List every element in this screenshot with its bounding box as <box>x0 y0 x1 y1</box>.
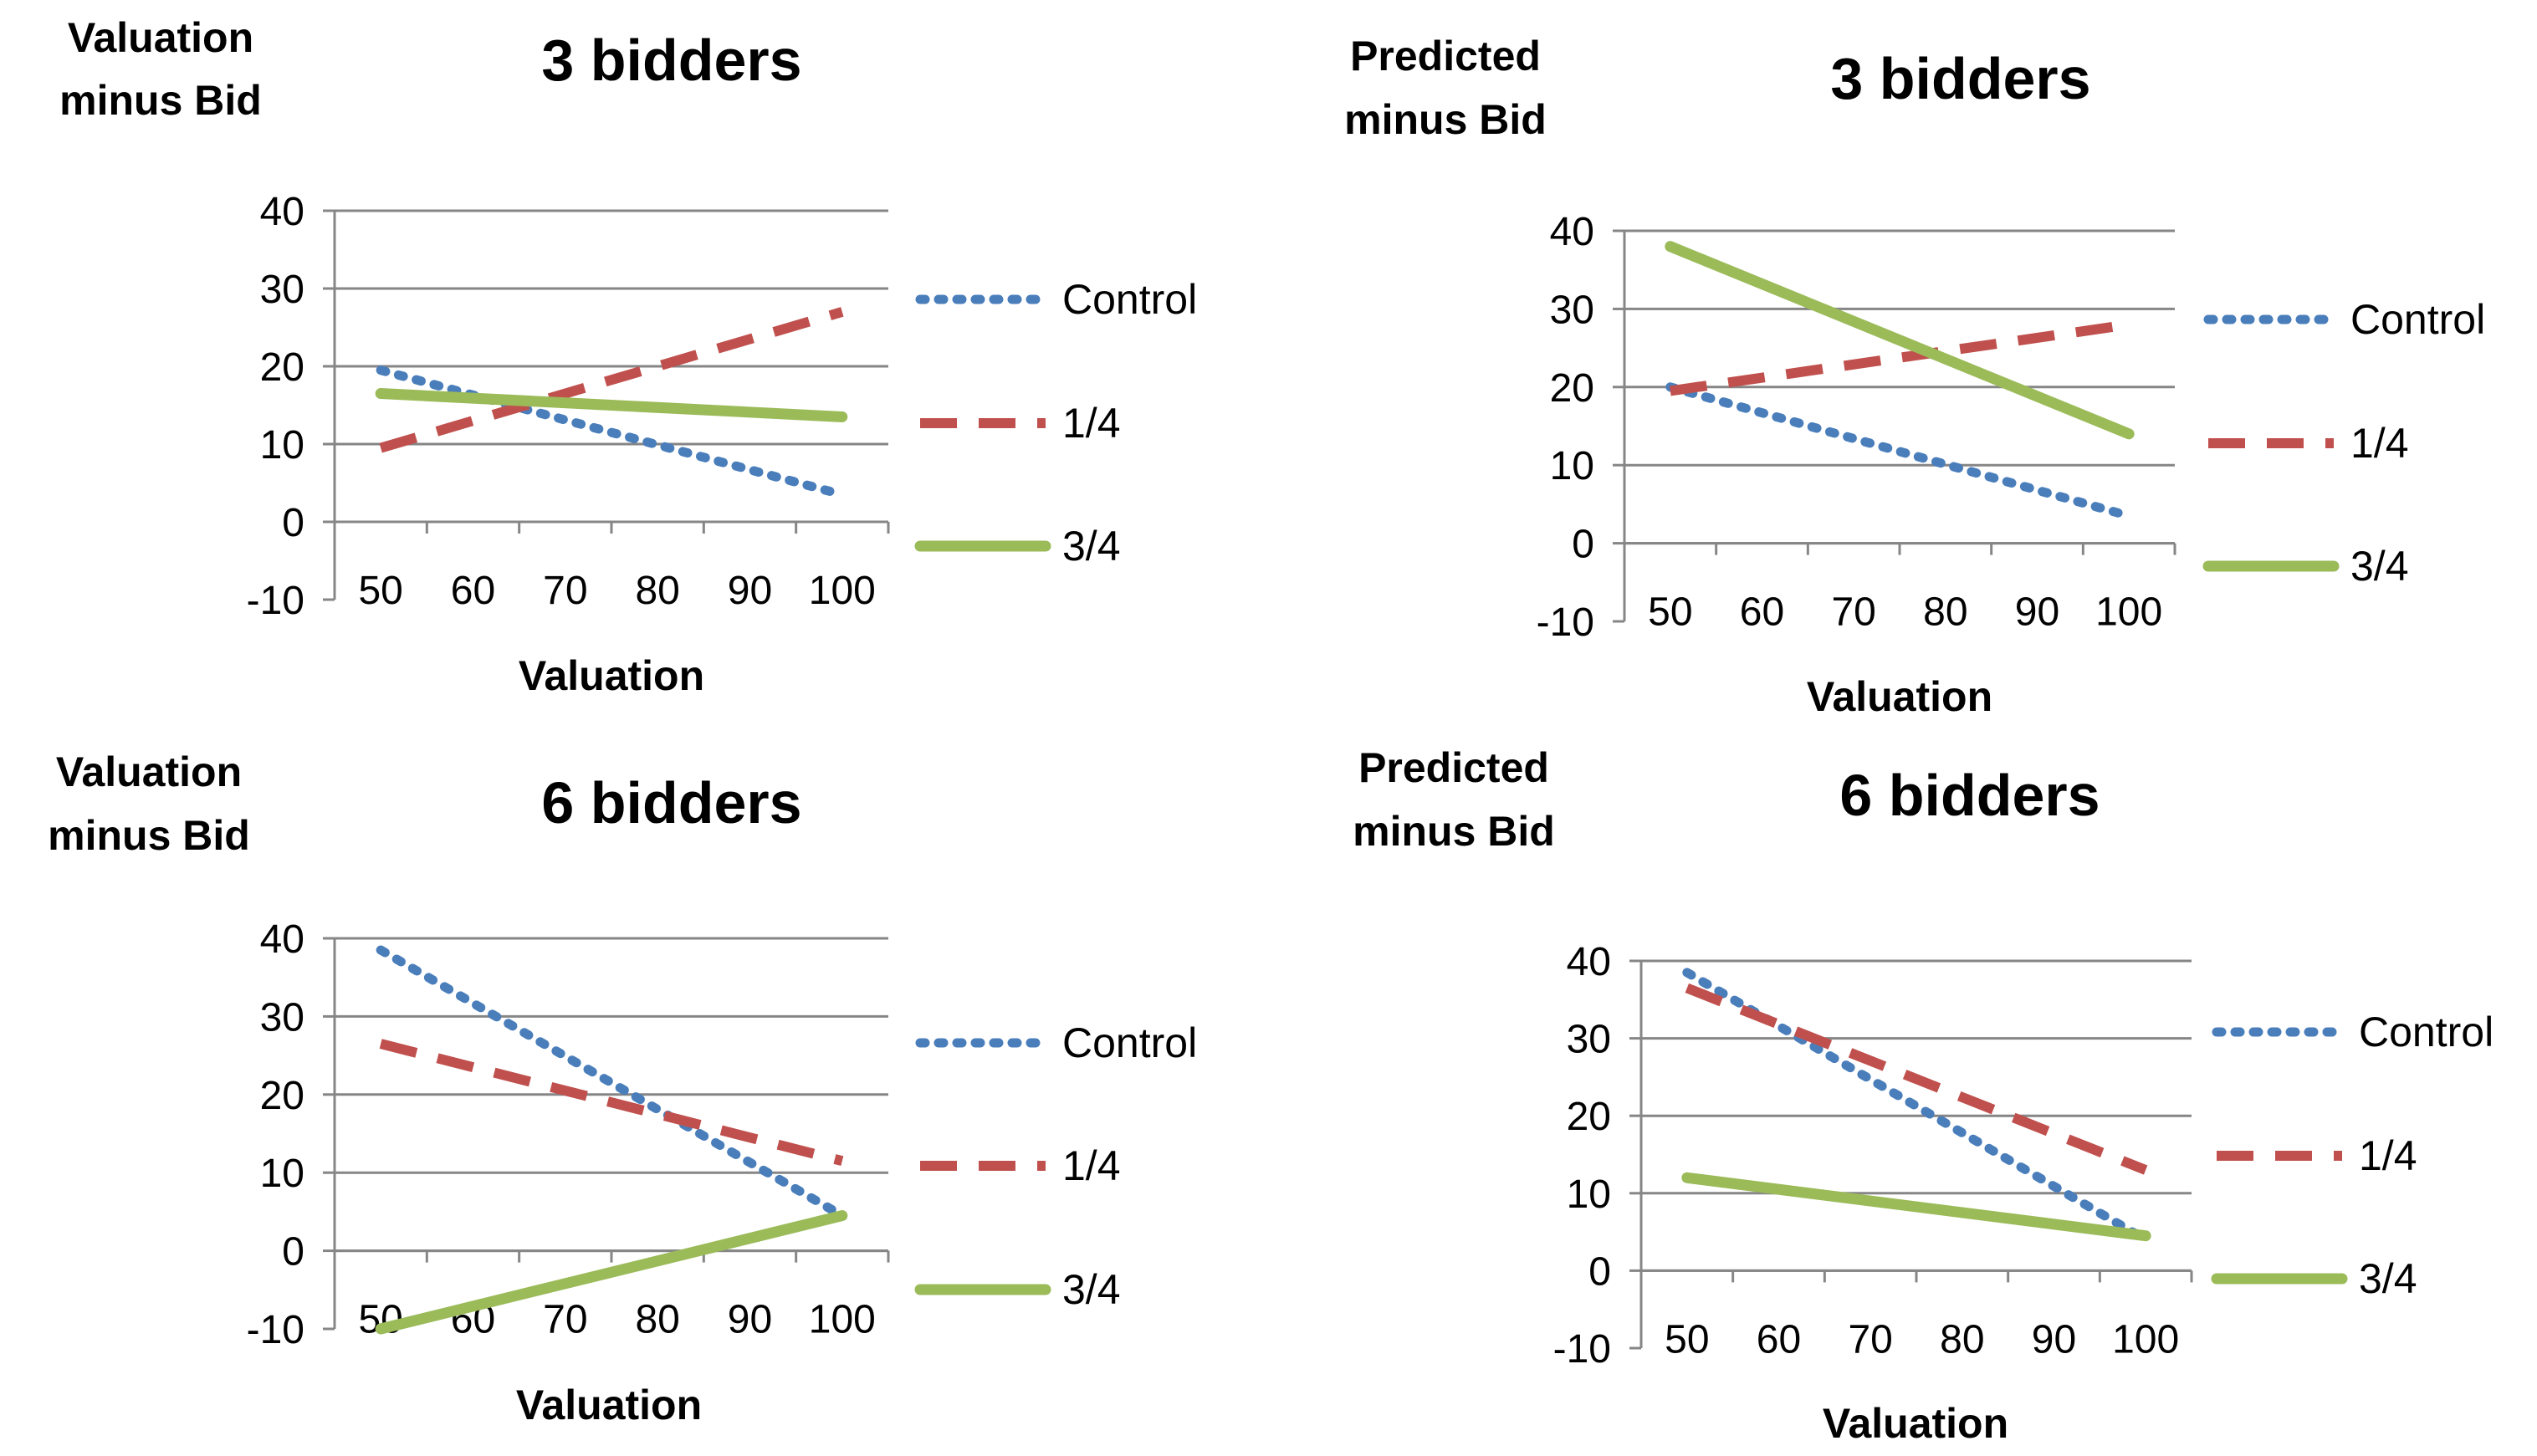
series-line-control <box>1665 382 2134 521</box>
y-tick-label: 40 <box>1567 940 1611 984</box>
legend-label: Control <box>1062 1019 1197 1066</box>
series-line-3-4 <box>1681 1172 2151 1242</box>
x-tick-label: 60 <box>1740 590 1784 635</box>
x-tick-label: 60 <box>1757 1317 1801 1361</box>
series-line-3-4 <box>1665 241 2135 440</box>
x-tick-label: 60 <box>451 569 495 613</box>
y-axis-label: Predicted <box>1358 744 1549 791</box>
y-tick-label: 20 <box>260 345 304 390</box>
chart-title: 6 bidders <box>1839 763 2100 828</box>
y-axis-label: Valuation <box>56 748 242 795</box>
y-axis-label: minus Bid <box>48 812 250 859</box>
y-tick-label: 30 <box>1567 1018 1611 1062</box>
x-tick-label: 80 <box>635 1298 679 1342</box>
legend-label: 1/4 <box>2359 1132 2417 1179</box>
y-tick-label: -10 <box>247 1308 304 1352</box>
x-tick-label: 100 <box>809 1298 876 1342</box>
x-tick-label: 80 <box>1940 1317 1984 1361</box>
x-axis-label: Valuation <box>519 652 704 699</box>
y-tick-label: 0 <box>282 501 304 545</box>
y-axis-label: minus Bid <box>59 77 262 124</box>
legend-label: 1/4 <box>2350 420 2409 467</box>
legend-label: 1/4 <box>1062 400 1121 447</box>
y-tick-label: 0 <box>1572 523 1594 567</box>
y-tick-label: 40 <box>260 917 304 962</box>
legend-label: 1/4 <box>1062 1142 1121 1189</box>
y-tick-label: -10 <box>1537 600 1594 645</box>
y-tick-label: 10 <box>260 1152 304 1196</box>
y-tick-label: -10 <box>247 579 304 623</box>
x-tick-label: 90 <box>728 1298 772 1342</box>
x-tick-label: 100 <box>2095 590 2162 635</box>
x-axis-label: Valuation <box>1823 1400 2008 1447</box>
legend-label: 3/4 <box>1062 523 1121 570</box>
legend-label: 3/4 <box>2359 1255 2417 1302</box>
legend-label: 3/4 <box>1062 1266 1121 1313</box>
x-axis-label: Valuation <box>516 1382 702 1428</box>
series-line-1-4 <box>1685 983 2148 1175</box>
x-axis-label: Valuation <box>1807 673 1992 720</box>
series-line-1-4 <box>379 1039 844 1167</box>
series-line-1-4 <box>379 307 844 453</box>
y-tick-label: 40 <box>260 190 304 234</box>
legend-label: Control <box>1062 276 1197 323</box>
series-line-control <box>376 945 847 1221</box>
y-axis-label: Predicted <box>1350 33 1541 79</box>
x-tick-label: 100 <box>2112 1317 2179 1361</box>
y-tick-label: 20 <box>1567 1095 1611 1139</box>
chart-title: 6 bidders <box>541 770 801 835</box>
legend-label: 3/4 <box>2350 543 2409 590</box>
x-tick-label: 70 <box>543 1298 587 1342</box>
x-tick-label: 50 <box>358 569 402 613</box>
x-tick-label: 70 <box>543 569 587 613</box>
x-tick-label: 100 <box>809 569 876 613</box>
y-tick-label: 30 <box>260 995 304 1040</box>
chart-title: 3 bidders <box>541 28 801 93</box>
x-tick-label: 50 <box>1665 1317 1709 1361</box>
y-tick-label: 0 <box>1588 1249 1611 1294</box>
y-tick-label: 10 <box>1550 444 1594 488</box>
y-axis-label: Valuation <box>68 14 253 61</box>
series-line-1-4 <box>1669 319 2130 396</box>
y-tick-label: 20 <box>260 1074 304 1118</box>
legend-label: Control <box>2359 1009 2494 1055</box>
x-tick-label: 70 <box>1848 1317 1892 1361</box>
y-tick-label: 30 <box>260 268 304 312</box>
y-tick-label: 10 <box>1567 1172 1611 1217</box>
y-tick-label: 0 <box>282 1230 304 1275</box>
y-tick-label: 20 <box>1550 366 1594 411</box>
y-tick-label: 30 <box>1550 288 1594 332</box>
series-line-3-4 <box>375 1210 848 1335</box>
x-tick-label: 50 <box>1648 590 1692 635</box>
x-tick-label: 80 <box>635 569 679 613</box>
y-axis-label: minus Bid <box>1353 808 1555 855</box>
x-tick-label: 70 <box>1831 590 1875 635</box>
y-tick-label: -10 <box>1553 1327 1611 1372</box>
series-line-control <box>376 365 847 499</box>
x-tick-label: 90 <box>728 569 772 613</box>
y-tick-label: 10 <box>260 423 304 467</box>
series-line-3-4 <box>375 388 848 422</box>
y-tick-label: 40 <box>1550 210 1594 254</box>
x-tick-label: 90 <box>2015 590 2059 635</box>
x-tick-label: 90 <box>2032 1317 2076 1361</box>
x-tick-label: 80 <box>1923 590 1967 635</box>
y-axis-label: minus Bid <box>1344 96 1547 143</box>
chart-title: 3 bidders <box>1830 46 2090 111</box>
legend-label: Control <box>2350 296 2485 343</box>
